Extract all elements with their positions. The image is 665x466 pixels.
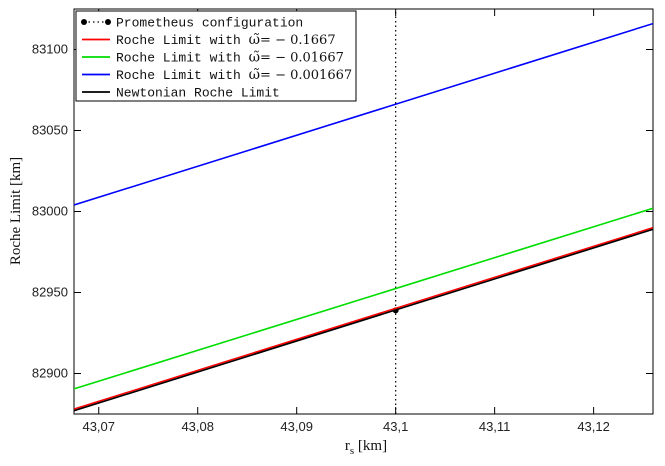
x-tick-label: 43,12 (577, 419, 610, 434)
x-tick-label: 43,09 (280, 419, 313, 434)
legend-label-0: Prometheus configuration (116, 16, 303, 31)
y-tick-label: 82900 (32, 366, 68, 381)
legend-marker (105, 19, 111, 25)
x-axis-title-unit: [km] (354, 438, 387, 454)
y-tick-label: 83050 (32, 123, 68, 138)
x-tick-label: 43,07 (82, 419, 115, 434)
series-line-3 (74, 22, 653, 206)
series-layer (74, 9, 653, 414)
x-tick-label: 43,08 (181, 419, 214, 434)
legend-label-2: Roche Limit with ω̃= − 0.01667 (116, 50, 344, 66)
legend-marker (81, 19, 87, 25)
series-line-2 (74, 207, 653, 390)
series-line-4 (74, 228, 653, 412)
x-tick-label: 43,11 (479, 419, 511, 434)
y-tick-label: 82950 (32, 285, 68, 300)
x-tick-label: 43,1 (383, 419, 408, 434)
legend-box (75, 10, 357, 102)
x-axis-title: rs [km] (345, 438, 387, 457)
x-axis-title-subscript: s (350, 445, 354, 457)
legend-label-3: Roche Limit with ω̃= − 0.001667 (116, 67, 352, 83)
y-tick-label: 83100 (32, 42, 68, 57)
series-line-1 (74, 226, 653, 410)
legend-label-4: Newtonian Roche Limit (116, 86, 280, 101)
y-axis-title: Roche Limit [km] (8, 157, 24, 265)
legend-label-1: Roche Limit with ω̃= − 0.1667 (116, 32, 336, 48)
y-tick-label: 83000 (32, 204, 68, 219)
y-axis: 82900 82950 83000 83050 83100 (32, 42, 653, 381)
